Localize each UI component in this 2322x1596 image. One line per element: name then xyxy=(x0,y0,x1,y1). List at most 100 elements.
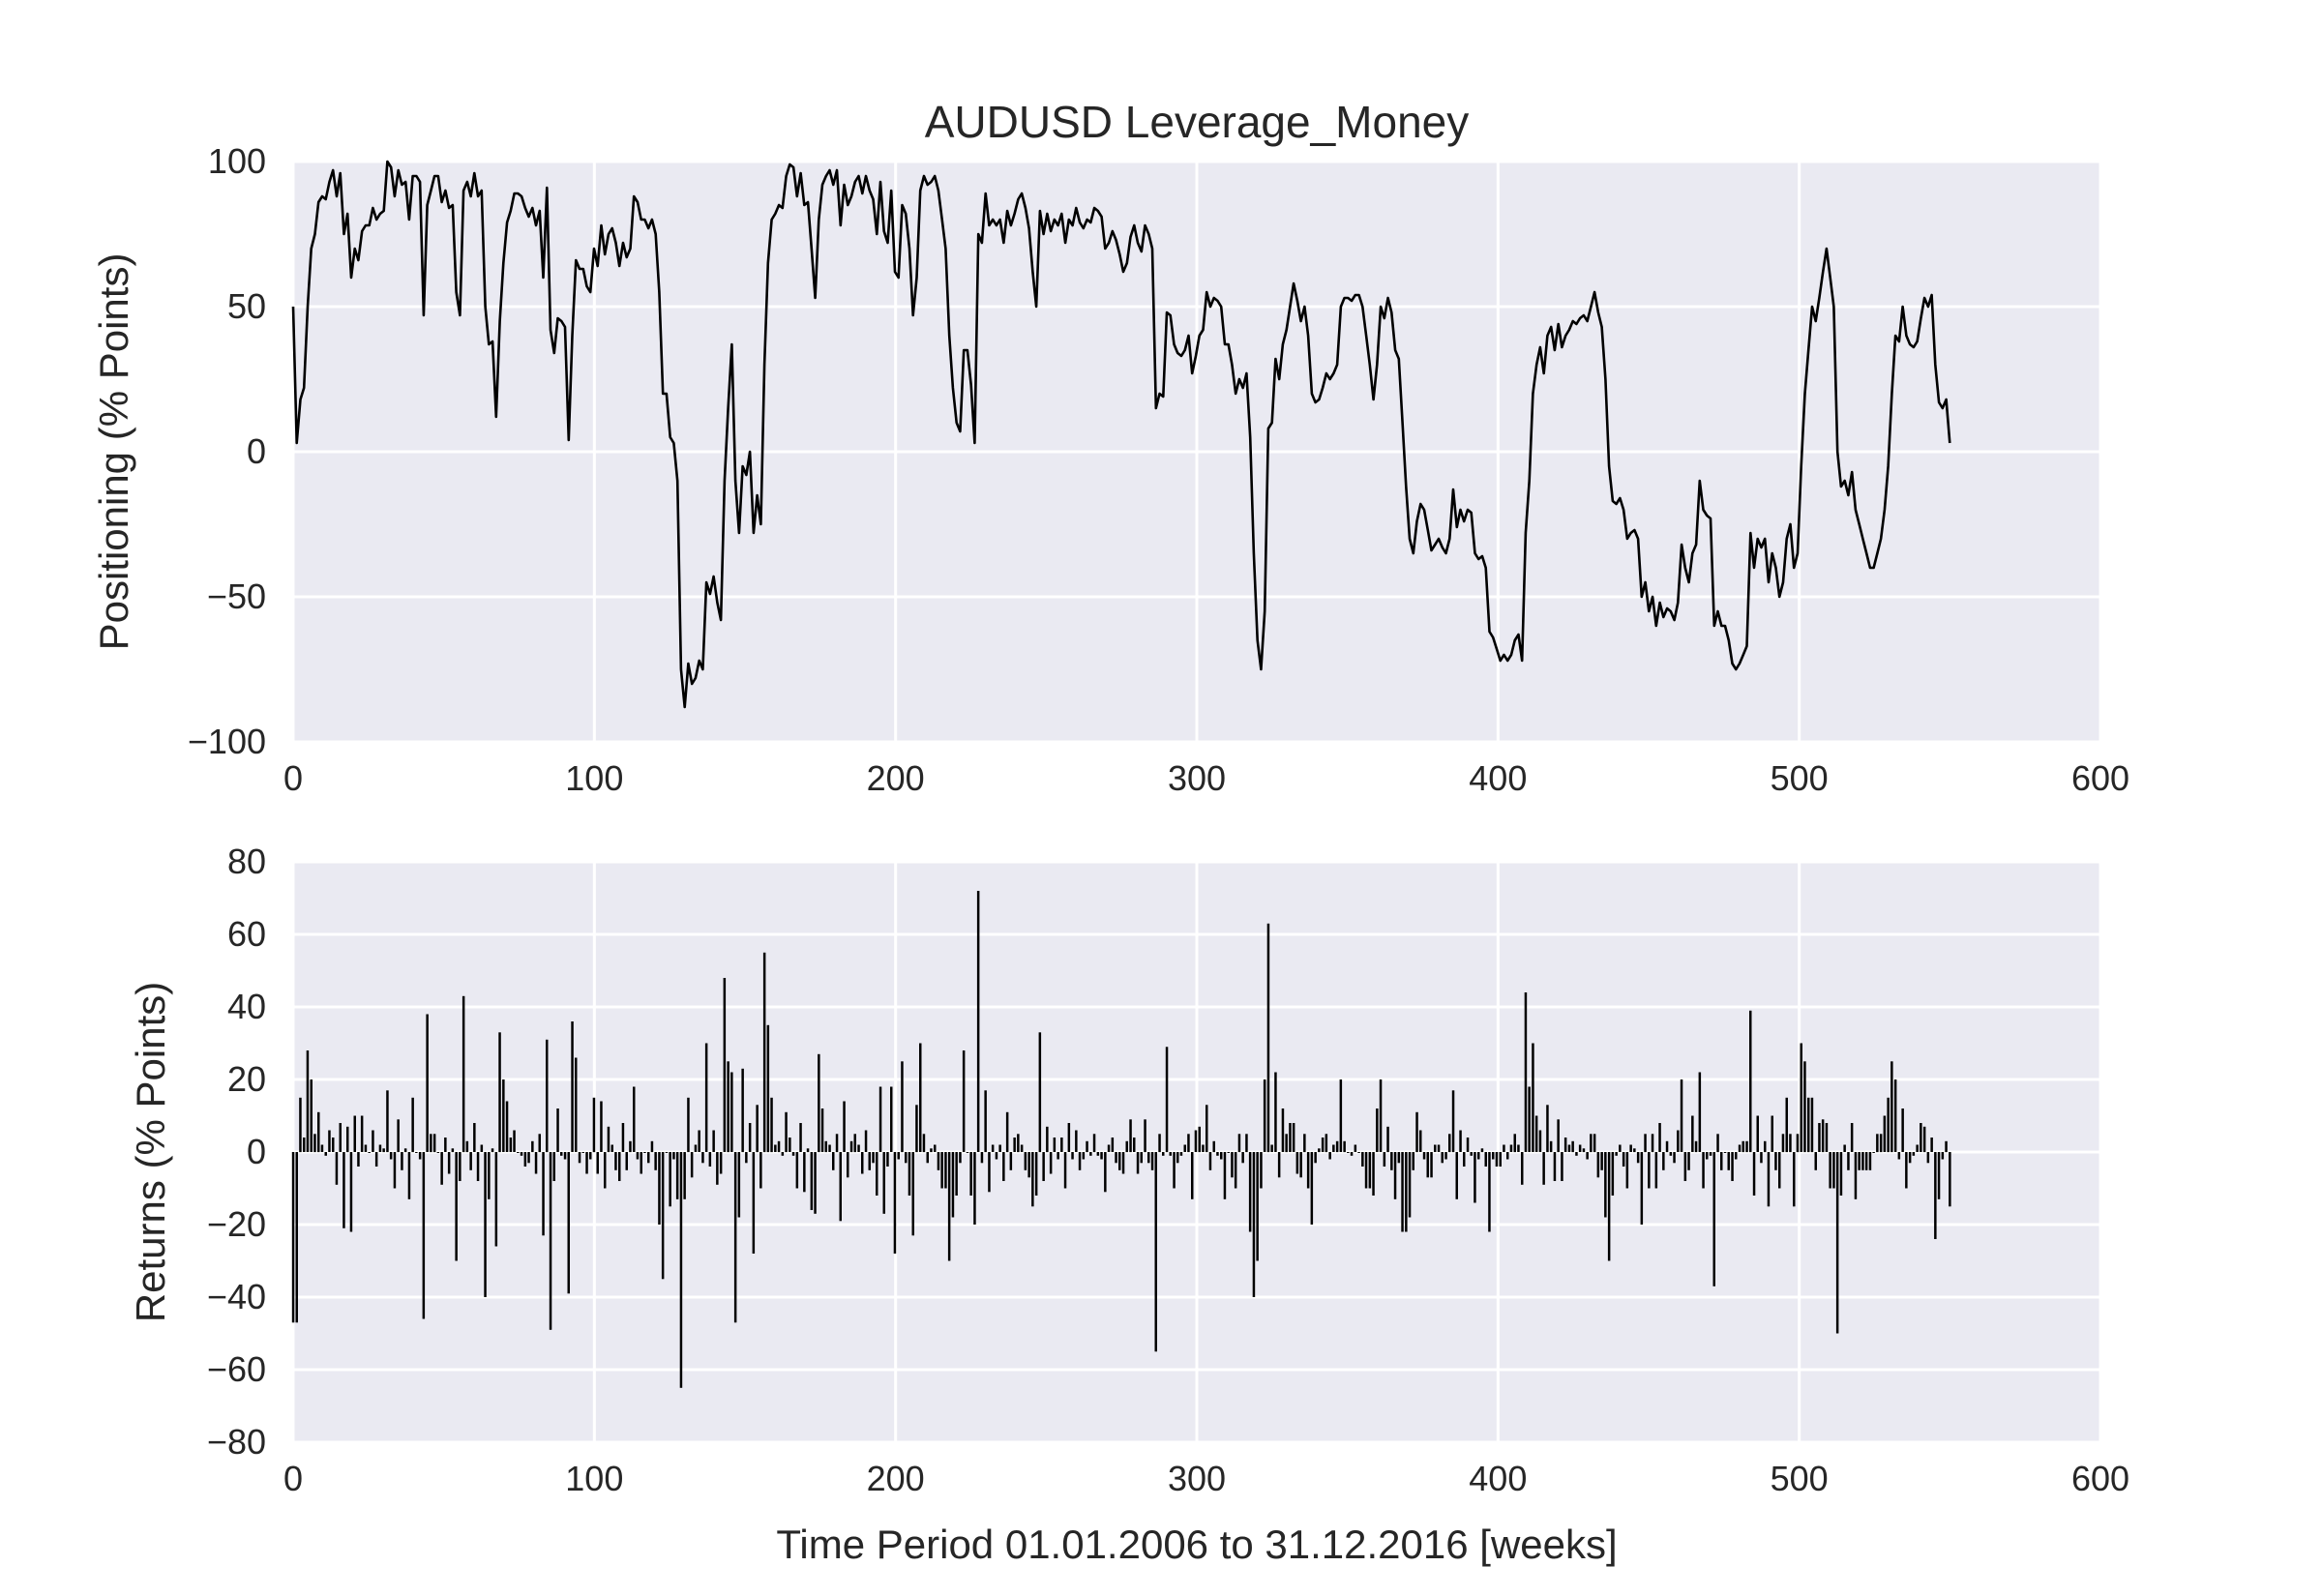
return-bar xyxy=(1020,1144,1024,1152)
return-bar xyxy=(694,1144,698,1152)
return-bar xyxy=(1067,1123,1071,1152)
return-bar xyxy=(988,1152,991,1193)
return-bar xyxy=(1839,1152,1843,1196)
return-bar xyxy=(1046,1126,1049,1153)
return-bar xyxy=(339,1123,342,1152)
return-bar xyxy=(872,1152,875,1164)
return-bar xyxy=(847,1152,849,1178)
return-bar xyxy=(1778,1152,1781,1189)
return-bar xyxy=(966,1152,969,1153)
return-bar xyxy=(1017,1134,1020,1153)
returns-x-axis-label: Time Period 01.01.2006 to 31.12.2016 [we… xyxy=(776,1522,1617,1567)
return-bar xyxy=(1868,1152,1872,1170)
return-bar xyxy=(480,1144,484,1152)
return-bar xyxy=(491,1148,494,1153)
return-bar xyxy=(955,1152,958,1196)
return-bar xyxy=(1596,1152,1600,1178)
return-bar xyxy=(762,952,766,1153)
y-tick-label: −20 xyxy=(207,1204,266,1244)
return-bar xyxy=(444,1138,447,1152)
return-bar xyxy=(1702,1152,1705,1189)
return-bar xyxy=(1654,1152,1658,1189)
x-tick-label: 0 xyxy=(283,758,303,798)
return-bar xyxy=(1071,1152,1074,1160)
return-bar xyxy=(868,1152,871,1170)
return-bar xyxy=(1600,1152,1603,1170)
return-bar xyxy=(1716,1134,1719,1153)
return-bar xyxy=(1136,1152,1140,1174)
return-bar xyxy=(527,1152,530,1164)
return-bar xyxy=(1368,1152,1372,1189)
return-bar xyxy=(1350,1152,1354,1156)
return-bar xyxy=(1677,1130,1680,1152)
return-bar xyxy=(505,1101,509,1152)
return-bar xyxy=(1949,1152,1951,1207)
x-tick-label: 200 xyxy=(867,1459,925,1498)
return-bar xyxy=(1227,1152,1230,1153)
return-bar xyxy=(1147,1152,1150,1164)
return-bar xyxy=(976,891,980,1152)
y-tick-label: 0 xyxy=(247,431,266,471)
x-tick-label: 600 xyxy=(2071,1459,2129,1498)
return-bar xyxy=(360,1115,364,1152)
return-bar xyxy=(1459,1130,1462,1152)
y-tick-label: −40 xyxy=(207,1277,266,1316)
return-bar xyxy=(1781,1134,1785,1153)
return-bar xyxy=(1499,1152,1502,1167)
return-bar xyxy=(1920,1123,1922,1152)
return-bar xyxy=(349,1152,353,1232)
return-bar xyxy=(1013,1138,1016,1152)
return-bar xyxy=(1861,1152,1864,1170)
return-bar xyxy=(1495,1152,1499,1167)
return-bar xyxy=(1578,1144,1582,1152)
return-bar xyxy=(455,1152,458,1261)
return-bar xyxy=(403,1148,407,1153)
x-tick-label: 400 xyxy=(1469,1459,1527,1498)
return-bar xyxy=(610,1144,613,1152)
return-bar xyxy=(393,1152,397,1189)
return-bar xyxy=(687,1097,690,1153)
return-bar xyxy=(542,1152,545,1236)
return-bar xyxy=(1448,1134,1451,1153)
returns-y-tick-labels: −80 −60 −40 −20 0 20 40 60 80 xyxy=(207,842,266,1462)
return-bar xyxy=(328,1130,331,1152)
return-bar xyxy=(509,1138,513,1152)
return-bar xyxy=(1194,1130,1198,1152)
return-bar xyxy=(701,1152,704,1164)
return-bar xyxy=(1292,1123,1295,1152)
return-bar xyxy=(853,1134,856,1153)
return-bar xyxy=(1561,1152,1563,1181)
return-bar xyxy=(878,1086,882,1152)
return-bar xyxy=(640,1152,642,1174)
return-bar xyxy=(1223,1152,1227,1199)
return-bar xyxy=(604,1152,607,1189)
x-tick-label: 200 xyxy=(867,758,925,798)
return-bar xyxy=(560,1152,563,1156)
return-bar xyxy=(368,1152,371,1153)
return-bar xyxy=(1162,1152,1165,1156)
return-bar xyxy=(1571,1140,1574,1153)
return-bar xyxy=(473,1123,476,1152)
return-bar xyxy=(546,1039,549,1153)
return-bar xyxy=(411,1097,414,1153)
return-bar xyxy=(1785,1097,1788,1153)
return-bar xyxy=(973,1152,976,1225)
x-tick-label: 500 xyxy=(1771,1459,1829,1498)
return-bar xyxy=(1031,1152,1034,1207)
return-bar xyxy=(436,1152,440,1153)
y-tick-label: −50 xyxy=(207,576,266,616)
return-bar xyxy=(1434,1144,1437,1152)
return-bar xyxy=(1107,1144,1111,1152)
return-bar xyxy=(596,1152,599,1174)
return-bar xyxy=(1289,1123,1292,1152)
return-bar xyxy=(1274,1072,1277,1152)
return-bar xyxy=(1140,1152,1143,1164)
return-bar xyxy=(984,1090,987,1153)
return-bar xyxy=(1563,1138,1567,1152)
return-bar xyxy=(733,1152,737,1323)
return-bar xyxy=(1002,1152,1005,1181)
return-bar xyxy=(1357,1152,1360,1153)
return-bar xyxy=(1567,1144,1571,1152)
return-bar xyxy=(1104,1152,1107,1193)
return-bar xyxy=(937,1152,940,1170)
